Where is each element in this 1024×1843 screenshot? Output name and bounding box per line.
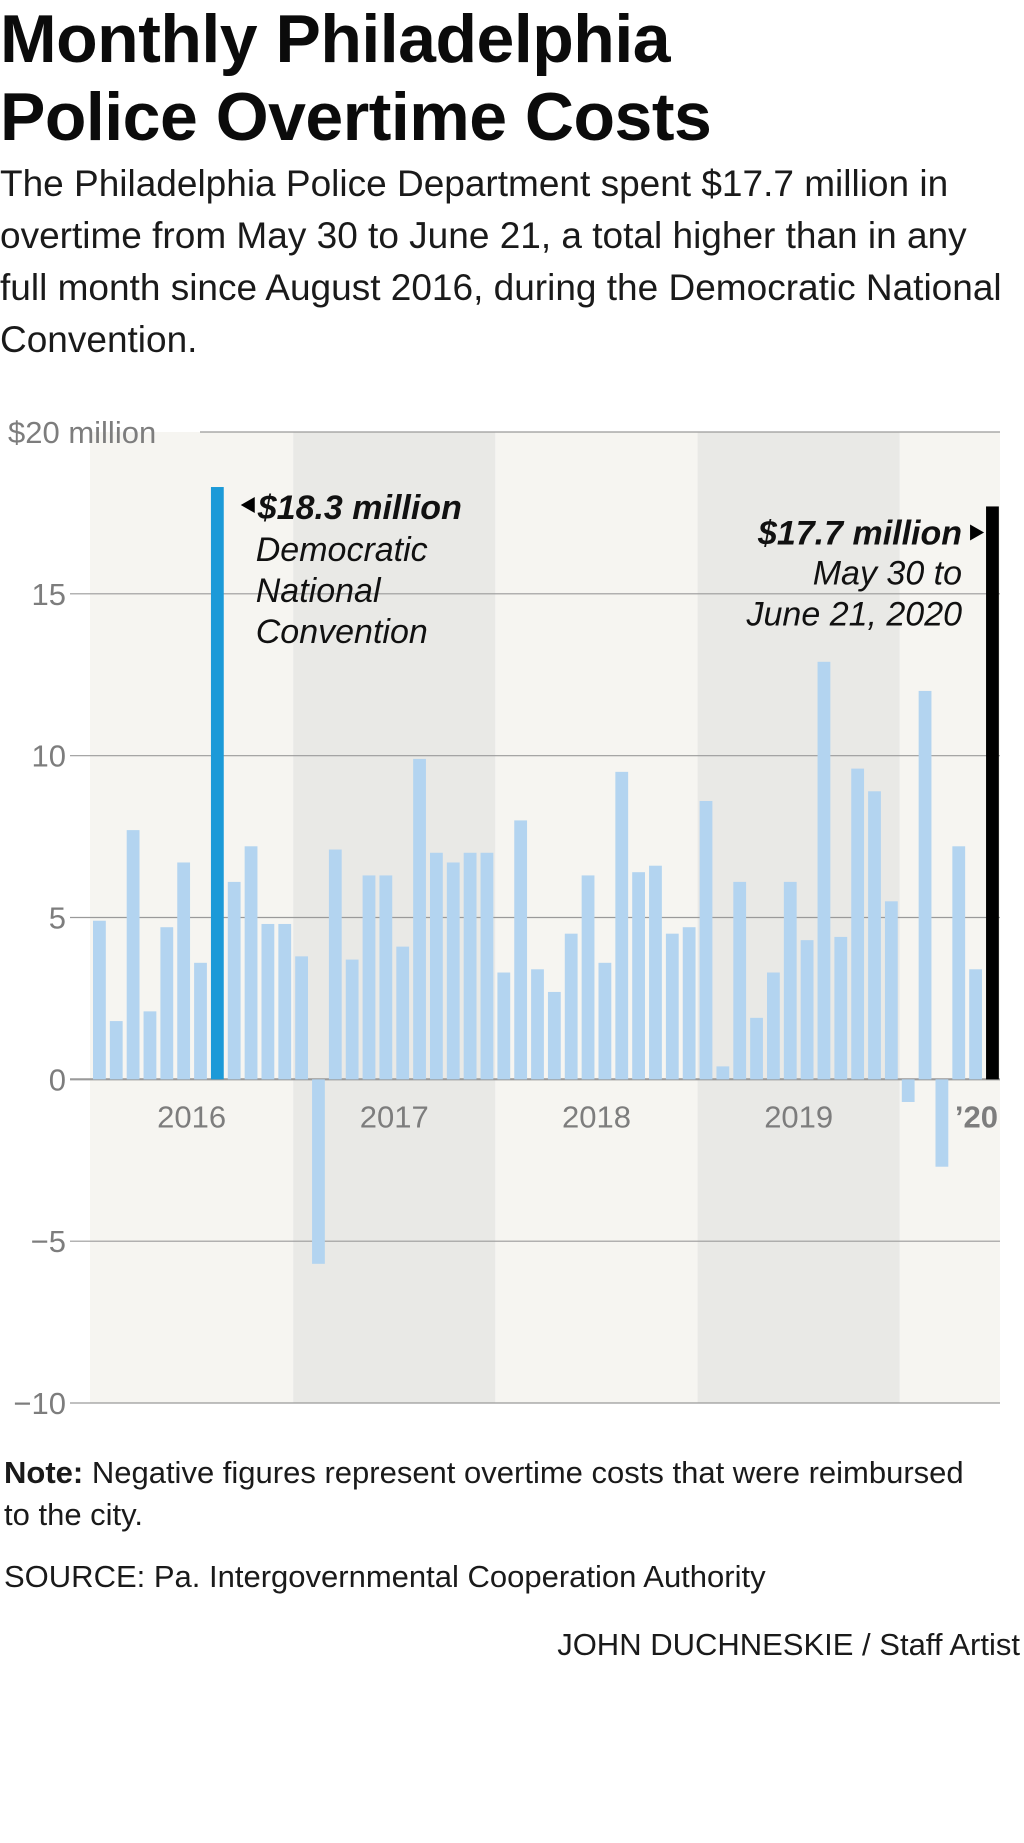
annotation-dnc-value: $18.3 million bbox=[257, 489, 462, 527]
bar bbox=[767, 972, 780, 1080]
x-year-label: 2017 bbox=[360, 1099, 429, 1134]
y-tick-label: 10 bbox=[32, 739, 66, 774]
bar bbox=[716, 1066, 730, 1080]
bar bbox=[463, 852, 477, 1080]
bar bbox=[868, 791, 881, 1080]
bar bbox=[969, 969, 982, 1080]
x-year-label: 2019 bbox=[764, 1099, 833, 1134]
annotation-arrow-left bbox=[240, 497, 255, 514]
bar bbox=[109, 1021, 123, 1080]
bar bbox=[598, 962, 612, 1080]
bar bbox=[278, 923, 292, 1080]
chart-credit: JOHN DUCHNESKIE / Staff Artist bbox=[557, 1627, 1020, 1662]
bar bbox=[952, 846, 966, 1080]
bar bbox=[126, 830, 140, 1080]
annotation-arrow-right bbox=[970, 524, 985, 541]
bar bbox=[935, 1079, 949, 1167]
bar bbox=[851, 768, 865, 1080]
bar bbox=[160, 927, 174, 1080]
bar bbox=[497, 972, 511, 1080]
overtime-bar-chart: $20 million 15 10 5 0 −5 −10 2016 2017 2018 2019 ’… bbox=[8, 415, 1000, 1421]
y-tick-label: 0 bbox=[49, 1062, 66, 1097]
bar bbox=[884, 901, 898, 1080]
bar bbox=[615, 771, 629, 1080]
annotation-2020-line: June 21, 2020 bbox=[746, 595, 963, 633]
chart-subtitle: The Philadelphia Police Department spent… bbox=[0, 163, 1002, 360]
y-tick-label: −5 bbox=[31, 1224, 66, 1259]
bar bbox=[362, 875, 376, 1080]
bar bbox=[733, 881, 747, 1080]
bar bbox=[261, 923, 275, 1080]
bar bbox=[413, 758, 426, 1080]
bar bbox=[430, 852, 443, 1080]
bar bbox=[312, 1079, 325, 1264]
y-tick-label: −10 bbox=[13, 1386, 66, 1421]
bar bbox=[345, 959, 359, 1080]
bar bbox=[901, 1079, 915, 1102]
y-tick-label: 5 bbox=[49, 901, 66, 936]
bar bbox=[564, 933, 578, 1080]
y-tick-label: $20 million bbox=[8, 415, 156, 450]
chart-note: Note: Negative figures represent overtim… bbox=[4, 1452, 994, 1536]
bar bbox=[210, 487, 224, 1080]
x-year-label: 2016 bbox=[157, 1099, 226, 1134]
title-line-2: Police Overtime Costs bbox=[0, 79, 712, 155]
bar bbox=[396, 946, 410, 1080]
annotation-dnc-line: Convention bbox=[256, 613, 428, 651]
chart-title: Monthly Philadelphia Police Overtime Cos… bbox=[0, 0, 1010, 156]
bar bbox=[379, 875, 393, 1080]
bar bbox=[547, 991, 561, 1080]
title-line-1: Monthly Philadelphia bbox=[0, 1, 671, 77]
bar bbox=[581, 875, 595, 1080]
bar bbox=[295, 956, 308, 1080]
annotation-2020-value: $17.7 million bbox=[757, 514, 962, 552]
bar bbox=[244, 846, 258, 1080]
note-text: Negative figures represent overtime cost… bbox=[4, 1455, 964, 1532]
bar bbox=[531, 969, 544, 1080]
bar bbox=[986, 506, 999, 1080]
bar bbox=[194, 962, 207, 1080]
bar bbox=[514, 820, 528, 1080]
bar bbox=[918, 690, 932, 1080]
annotation-dnc-line: Democratic bbox=[256, 531, 428, 569]
bar bbox=[783, 881, 797, 1080]
bar bbox=[750, 1017, 763, 1080]
bar bbox=[328, 849, 342, 1080]
note-label: Note: bbox=[4, 1455, 84, 1490]
bar bbox=[649, 865, 662, 1080]
bar bbox=[177, 862, 191, 1080]
bar bbox=[632, 872, 645, 1080]
x-year-label: 2018 bbox=[562, 1099, 631, 1134]
bar bbox=[93, 920, 106, 1080]
bar bbox=[817, 661, 831, 1080]
bar bbox=[682, 927, 696, 1080]
bar bbox=[446, 862, 460, 1080]
bar bbox=[834, 936, 848, 1080]
annotation-2020-line: May 30 to bbox=[813, 554, 962, 592]
bar bbox=[227, 881, 241, 1080]
annotation-dnc-line: National bbox=[256, 572, 382, 610]
x-year-label: ’20 bbox=[955, 1099, 998, 1134]
bar bbox=[665, 933, 679, 1080]
bar bbox=[143, 1011, 157, 1080]
y-tick-label: 15 bbox=[32, 577, 66, 612]
bar bbox=[800, 940, 814, 1080]
bar bbox=[480, 852, 494, 1080]
chart-source: SOURCE: Pa. Intergovernmental Cooperatio… bbox=[4, 1559, 766, 1594]
bar bbox=[699, 800, 713, 1080]
